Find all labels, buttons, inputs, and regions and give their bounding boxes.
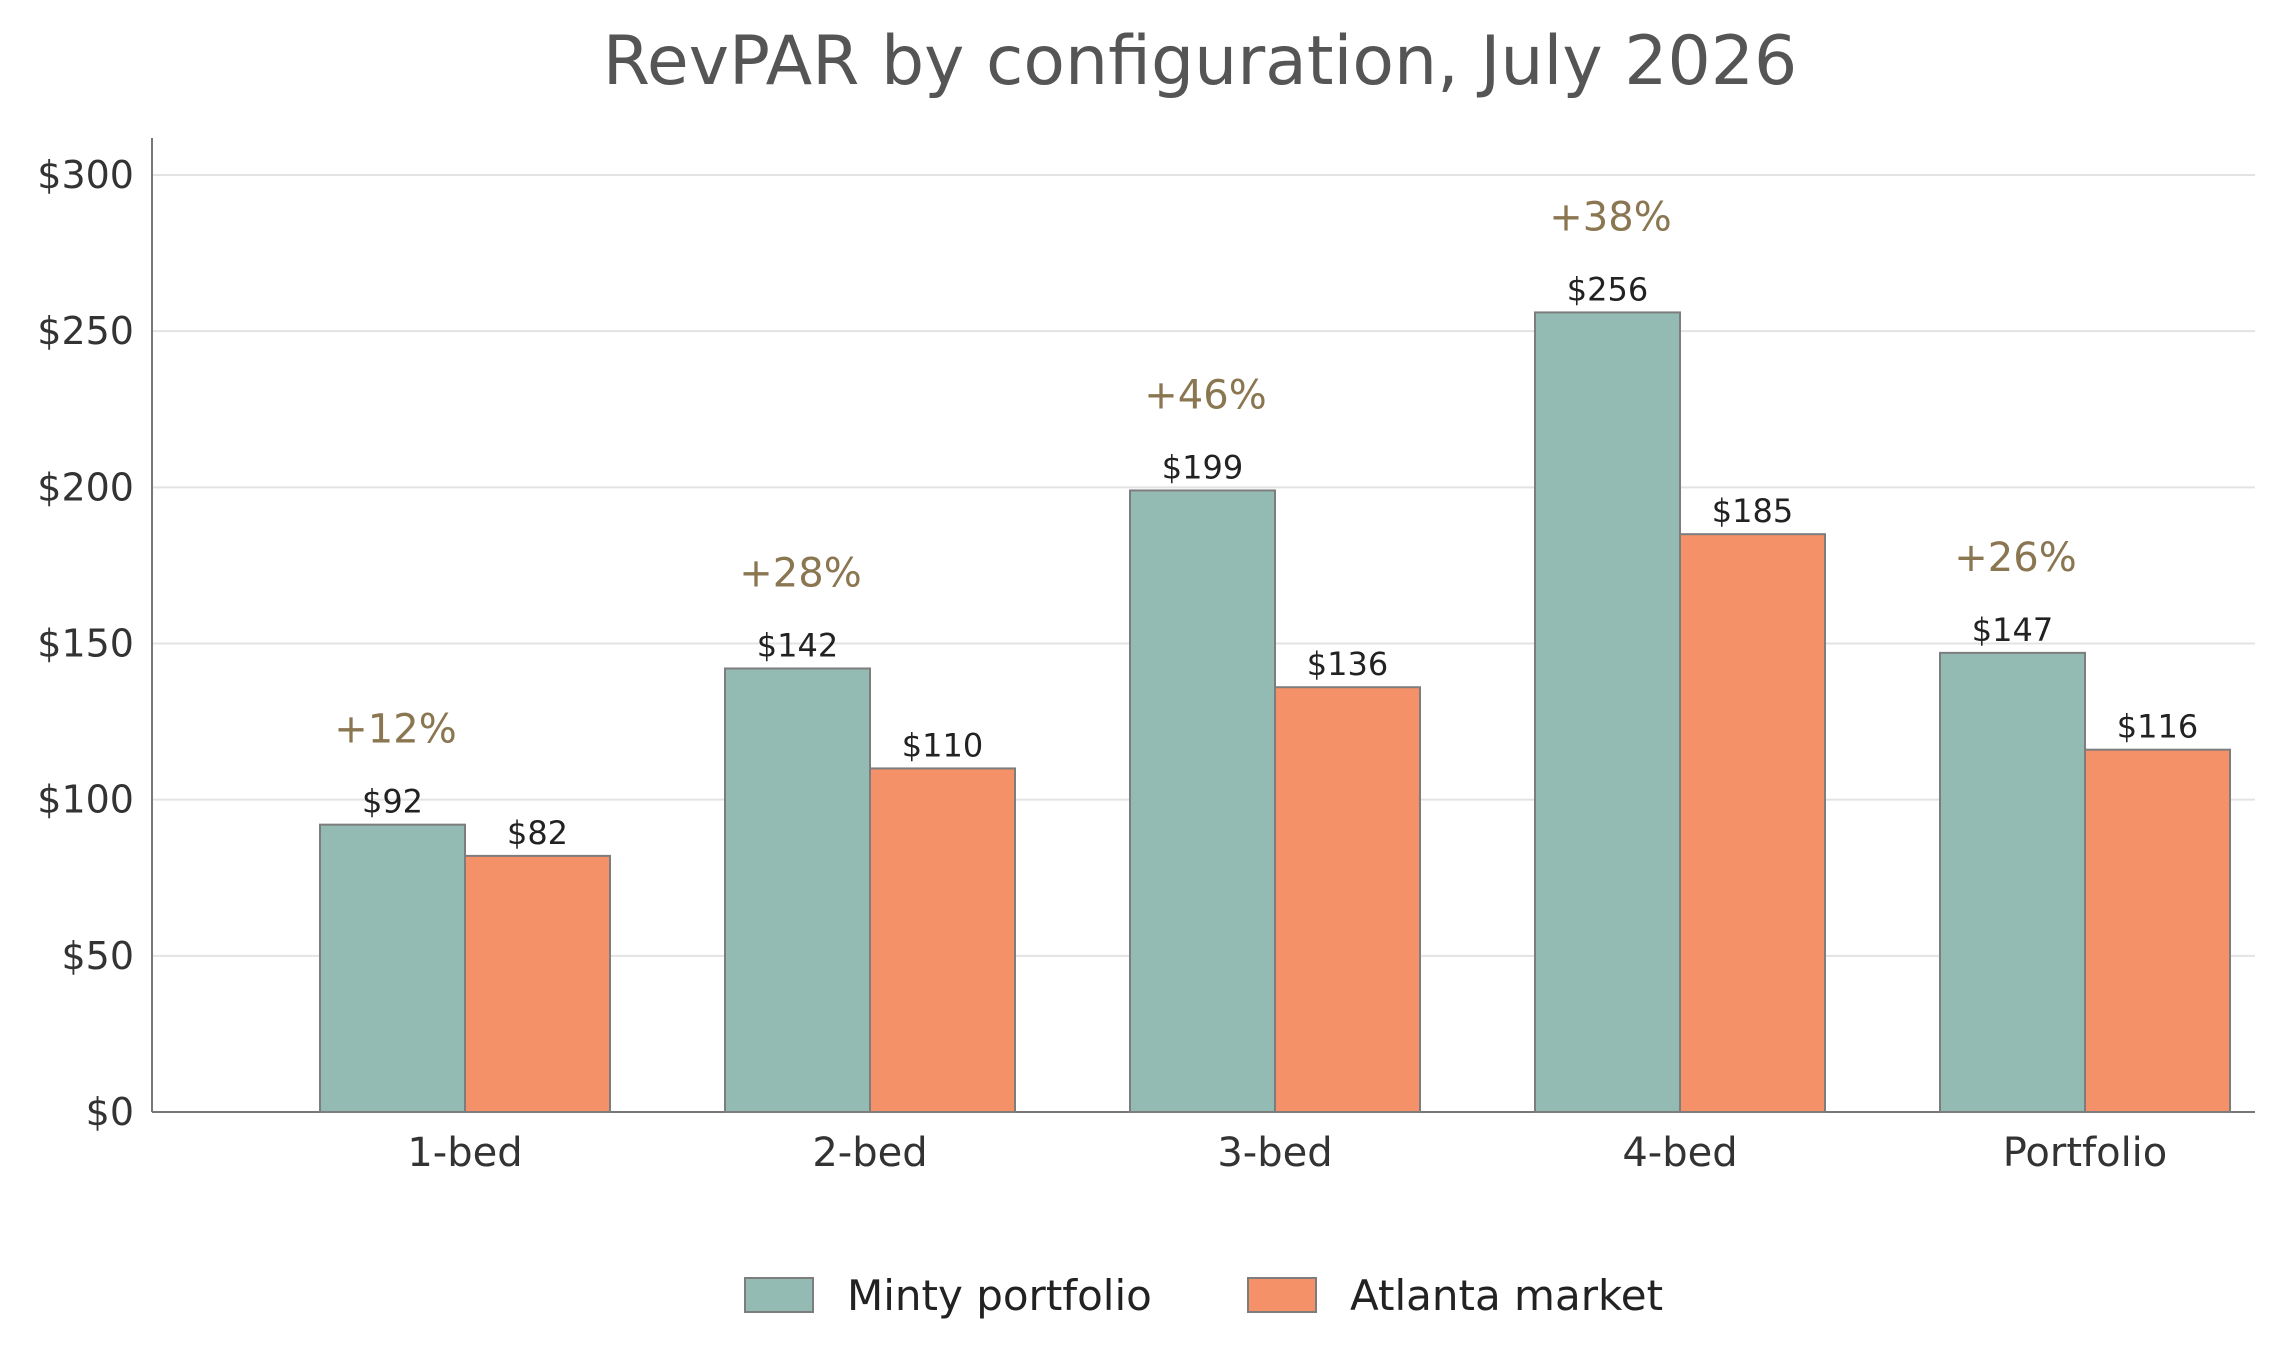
bars (319, 311, 2231, 1114)
axes: $0 $50 $100 $150 $200 $250 $300 1-bed 2-bed 3-bed… (37, 138, 2255, 1176)
bar (1939, 651, 2086, 1113)
bar (464, 854, 611, 1113)
bar (2084, 748, 2231, 1114)
bar (1679, 533, 1826, 1113)
legend: Minty portfolio Atlanta market (744, 1271, 1663, 1320)
x-tick-label: 2-bed (812, 1130, 927, 1176)
bar (319, 823, 466, 1113)
x-tick-label: 1-bed (407, 1130, 522, 1176)
y-tick-label: $300 (37, 153, 134, 197)
uplift-label: +28% (739, 550, 861, 596)
y-tick-label: $50 (61, 934, 134, 978)
bar (1534, 311, 1681, 1113)
y-tick-label: $0 (86, 1090, 134, 1134)
bar (1129, 489, 1276, 1113)
y-tick-label: $200 (37, 465, 134, 509)
y-tick-label: $250 (37, 309, 134, 353)
legend-swatch (1247, 1277, 1317, 1313)
legend-label: Atlanta market (1350, 1271, 1663, 1320)
data-label: $185 (1712, 492, 1793, 530)
data-label: $82 (507, 814, 568, 852)
x-tick-label: 3-bed (1217, 1130, 1332, 1176)
uplift-label: +12% (334, 707, 456, 753)
x-tick-label: Portfolio (2003, 1130, 2168, 1176)
uplift-label: +38% (1549, 194, 1671, 240)
data-label: $116 (2117, 708, 2198, 746)
data-label: $147 (1972, 611, 2053, 649)
bar (869, 767, 1016, 1114)
y-tick-label: $100 (37, 778, 134, 822)
bar (1274, 686, 1421, 1114)
data-label: $142 (757, 626, 838, 664)
uplift-label: +46% (1144, 372, 1266, 418)
legend-item: Atlanta market (1247, 1271, 1663, 1320)
bar (724, 667, 871, 1114)
labels: $92 $82 +12% $142 $110 +28% $199 $136 +46% $256 $1… (334, 194, 2198, 851)
data-label: $256 (1567, 270, 1648, 308)
data-label: $136 (1307, 645, 1388, 683)
data-label: $92 (362, 783, 423, 821)
chart-title: RevPAR by configuration, July 2026 (603, 22, 1798, 101)
legend-item: Minty portfolio (744, 1271, 1152, 1320)
data-label: $110 (902, 726, 983, 764)
y-tick-label: $150 (37, 622, 134, 666)
uplift-label: +26% (1954, 535, 2076, 581)
data-label: $199 (1162, 448, 1243, 486)
x-tick-label: 4-bed (1622, 1130, 1737, 1176)
legend-swatch (744, 1277, 814, 1313)
legend-label: Minty portfolio (847, 1271, 1152, 1320)
